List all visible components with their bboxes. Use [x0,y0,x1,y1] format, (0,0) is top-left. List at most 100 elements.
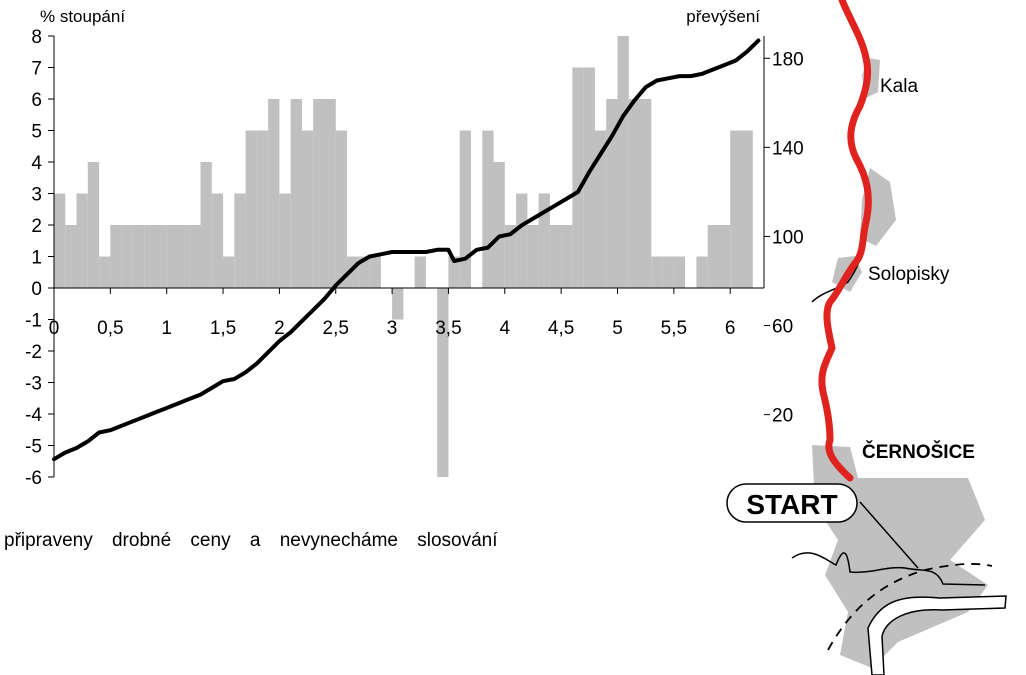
start-pointer [859,501,919,569]
grade-bar [324,99,336,288]
route-map: Kala Solopisky ČERNOŠICE START [726,0,1007,675]
grade-bar [301,130,314,288]
y-right-tick-label: 100 [772,227,804,248]
grade-bar [606,99,618,288]
grade-bar [132,225,145,288]
start-label: START [746,489,837,520]
grade-bar [549,225,562,288]
grade-bar [583,67,595,288]
y-left-tick-label: -4 [25,405,42,426]
road-outline [867,595,1007,675]
x-tick-label: 2 [274,318,285,339]
elevation-line [52,38,761,462]
race-route [818,0,872,482]
y-right-tick-label: 180 [772,49,804,70]
grade-bar [662,256,674,288]
grade-bar [121,225,133,288]
grade-bar [155,225,167,288]
y-left-tick-label: -2 [25,342,42,363]
grade-bar [651,256,663,288]
grade-bar [245,130,257,288]
y-left-tick-label: -5 [25,437,42,458]
grade-bar [110,225,122,288]
y-left-axis-title: % stoupání [40,7,125,26]
grade-bar [527,225,539,288]
grade-bar [595,130,607,288]
grade-bar [504,225,517,288]
grade-bar [99,256,111,288]
x-tick-label: 0 [49,318,60,339]
grade-bar [673,256,686,288]
grade-bar [54,193,66,288]
town-label-cernosice: ČERNOŠICE [862,441,975,463]
y-left-tick-label: -1 [25,311,42,332]
x-tick-label: 2,5 [323,318,349,339]
grade-bar [414,256,426,288]
grade-bar [268,99,280,288]
y-left-tick-label: 2 [31,216,42,237]
y-left-tick-label: 3 [31,185,42,206]
grade-bar [437,288,449,477]
grade-bar [189,225,201,288]
grade-bar [87,162,100,288]
y-left-tick-label: 6 [31,90,42,111]
grade-bar [358,256,370,288]
grade-bar [369,256,381,288]
grade-bar [279,193,291,288]
chart-axes: 8 7 6 5 4 3 2 1 0 -1 -2 -3 -4 -5 -6 180 140 100 60 20 0 0,5 1 1… [25,7,804,489]
grade-bar [561,225,573,288]
x-tick-label: 1 [161,318,172,339]
place-label-solopisky: Solopisky [868,264,950,285]
y-left-tick-label: 7 [31,59,42,80]
river-line [791,552,986,586]
grade-bar [144,225,156,288]
grade-bar [178,225,190,288]
grade-bar [313,99,325,288]
grade-bar [718,225,731,288]
grade-bar [516,193,528,288]
y-left-tick-label: 8 [31,27,42,48]
grade-bar [640,99,652,288]
grade-bar [347,256,359,288]
x-tick-label: 5,5 [661,318,687,339]
grade-bar [696,256,708,288]
grade-bar [211,193,224,288]
grade-bar [482,130,494,288]
x-tick-label: 3,5 [435,318,461,339]
grade-bar [730,130,742,288]
grade-bar [256,130,269,288]
y-left-tick-label: 0 [31,279,42,300]
elevation-profile [52,38,761,462]
grade-bar [166,225,178,288]
grade-bar [223,256,235,288]
y-left-tick-label: -6 [25,468,42,489]
y-right-axis-title: převýšení [686,7,760,26]
x-tick-label: 3 [387,318,398,339]
x-tick-label: 4 [500,318,511,339]
grade-bar [290,99,302,288]
x-tick-label: 5 [612,318,623,339]
footer-text: připraveny drobné ceny a nevynecháme slo… [4,530,498,551]
grade-bar [200,162,212,288]
x-tick-label: 0,5 [97,318,123,339]
grade-bar [617,36,629,288]
grade-bar [234,193,246,288]
grade-bar [76,193,88,288]
grade-bar [65,225,77,288]
grade-bar [459,130,471,288]
y-right-tick-label: 60 [772,317,793,338]
y-left-tick-label: 1 [31,248,42,269]
grade-bar [392,288,404,320]
x-tick-label: 4,5 [548,318,574,339]
grade-bar [707,225,719,288]
grade-bar [572,67,584,288]
railway-line [827,563,993,651]
grade-bar [628,99,641,288]
grade-bar [741,130,753,288]
y-right-tick-label: 140 [772,138,804,159]
grade-bar [448,256,460,288]
start-badge [726,483,858,523]
y-right-tick-label: 20 [772,406,793,427]
grade-bars [54,36,753,477]
